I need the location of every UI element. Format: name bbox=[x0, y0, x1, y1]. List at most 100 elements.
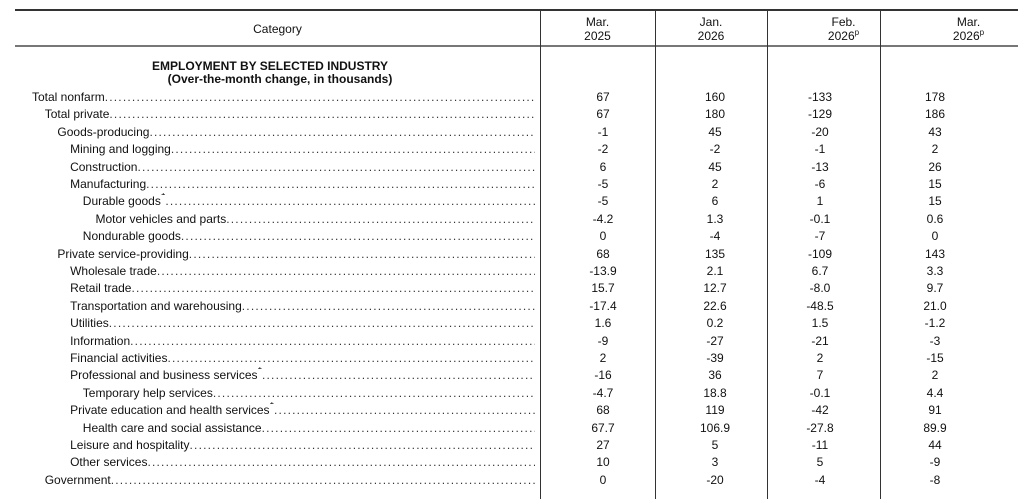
row-value: 18.8 bbox=[703, 385, 727, 400]
table-row: Government..............................… bbox=[0, 472, 1022, 489]
row-value: 45 bbox=[708, 159, 722, 174]
row-value: 2 bbox=[711, 177, 719, 191]
preliminary-marker: p bbox=[979, 27, 985, 37]
row-value: 1.6 bbox=[594, 316, 612, 331]
section-title: EMPLOYMENT BY SELECTED INDUSTRY bbox=[151, 59, 389, 73]
row-label-text: Total nonfarm bbox=[32, 90, 105, 104]
row-value: -2 bbox=[709, 142, 721, 157]
row-label-text: Professional and business services bbox=[70, 368, 258, 383]
row-value: -1 bbox=[814, 142, 826, 157]
row-value: 180 bbox=[704, 107, 726, 122]
row-value: 4.4 bbox=[926, 385, 944, 400]
row-value: -21 bbox=[811, 333, 829, 348]
row-label: Manufacturing...........................… bbox=[70, 176, 535, 193]
row-value: 67 bbox=[596, 90, 610, 104]
row-value: 89.9 bbox=[923, 420, 947, 435]
row-value: 27 bbox=[596, 438, 610, 452]
footnote-marker: 1 bbox=[270, 402, 274, 419]
row-value: -15 bbox=[926, 351, 944, 365]
row-value: 0.2 bbox=[706, 316, 724, 331]
row-value: 2.1 bbox=[706, 264, 724, 278]
row-label: Government..............................… bbox=[45, 472, 535, 489]
row-label: Wholesale trade.........................… bbox=[70, 263, 535, 280]
row-label: Motor vehicles and parts................… bbox=[96, 211, 536, 228]
row-label: Health care and social assistance.......… bbox=[83, 420, 535, 437]
row-value: 67.7 bbox=[591, 420, 615, 435]
table-row: Construction............................… bbox=[0, 159, 1022, 176]
row-value: 21.0 bbox=[923, 298, 947, 313]
row-value: 91 bbox=[928, 403, 942, 418]
row-value: -13 bbox=[811, 159, 829, 174]
row-value: 160 bbox=[704, 90, 726, 104]
row-value: -109 bbox=[807, 246, 833, 261]
header-column-3: Mar. 2026p bbox=[880, 12, 1017, 45]
header-category: Category bbox=[15, 12, 540, 45]
row-value: 6 bbox=[599, 159, 607, 174]
row-value: 2 bbox=[931, 142, 939, 157]
row-value: -39 bbox=[706, 351, 724, 365]
category-label: Category bbox=[253, 21, 302, 36]
row-value: 15.7 bbox=[591, 281, 615, 296]
leader-dots: ........................................… bbox=[189, 438, 535, 452]
row-label-text: Retail trade bbox=[70, 281, 132, 296]
row-label-text: Nondurable goods bbox=[82, 229, 181, 244]
row-value: 10 bbox=[596, 455, 610, 470]
section-subtitle: (Over-the-month change, in thousands) bbox=[167, 72, 393, 86]
row-label-text: Government bbox=[44, 472, 111, 487]
row-value: 0 bbox=[599, 472, 607, 487]
row-label: Durable goods1..........................… bbox=[83, 193, 535, 210]
row-value: 0.6 bbox=[926, 211, 944, 226]
table-row: Private education and health services1..… bbox=[0, 402, 1022, 419]
row-label-text: Total private bbox=[44, 107, 110, 122]
row-value: 2 bbox=[816, 351, 824, 365]
row-label: Nondurable goods........................… bbox=[83, 228, 535, 245]
table-row: Temporary help services.................… bbox=[0, 385, 1022, 402]
table-row: Other services..........................… bbox=[0, 454, 1022, 471]
row-label: Private service-providing...............… bbox=[57, 246, 535, 263]
row-value: 26 bbox=[928, 159, 942, 174]
row-value: 67 bbox=[596, 107, 610, 122]
table-row: Motor vehicles and parts................… bbox=[0, 211, 1022, 228]
leader-dots: ........................................… bbox=[104, 90, 535, 104]
leader-dots: ........................................… bbox=[131, 281, 535, 296]
row-label: Leisure and hospitality.................… bbox=[70, 437, 535, 454]
header-month: Mar. bbox=[585, 14, 610, 29]
row-value: -20 bbox=[706, 472, 724, 487]
row-label-text: Wholesale trade bbox=[70, 264, 157, 278]
leader-dots: ........................................… bbox=[130, 333, 535, 348]
row-label-text: Temporary help services bbox=[82, 385, 213, 400]
row-value: -4 bbox=[709, 229, 721, 244]
row-value: 106.9 bbox=[699, 420, 731, 435]
row-value: -9 bbox=[597, 333, 609, 348]
row-value: 5 bbox=[711, 438, 719, 452]
row-value: -8.0 bbox=[809, 281, 831, 296]
row-value: 135 bbox=[704, 246, 726, 261]
row-label-text: Private education and health services bbox=[70, 403, 270, 418]
table-row: Nondurable goods........................… bbox=[0, 228, 1022, 245]
header-month: Mar. bbox=[956, 14, 981, 29]
row-label-text: Leisure and hospitality bbox=[70, 438, 190, 452]
row-value: -129 bbox=[807, 107, 833, 122]
row-label: Utilities...............................… bbox=[70, 315, 535, 332]
leader-dots: ........................................… bbox=[261, 368, 535, 383]
header-month: Jan. bbox=[699, 14, 723, 29]
leader-dots: ........................................… bbox=[170, 142, 535, 157]
row-value: -2 bbox=[597, 142, 609, 157]
row-value: 15 bbox=[928, 194, 942, 209]
row-value: 9.7 bbox=[926, 281, 944, 296]
column-divider bbox=[880, 10, 881, 499]
table-row: Private service-providing...............… bbox=[0, 246, 1022, 263]
row-value: -9 bbox=[929, 455, 941, 470]
header-column-1: Jan. 2026 bbox=[655, 12, 767, 45]
row-label: Total private...........................… bbox=[45, 106, 535, 123]
row-value: 186 bbox=[924, 107, 946, 122]
header-year: 2026 bbox=[697, 28, 725, 43]
row-value: 36 bbox=[708, 368, 722, 383]
row-label: Total nonfarm...........................… bbox=[32, 89, 535, 106]
row-value: 68 bbox=[596, 403, 610, 418]
row-value: 119 bbox=[705, 403, 725, 418]
header-column-0: Mar. 2025 bbox=[540, 12, 655, 45]
table-row: Health care and social assistance.......… bbox=[0, 420, 1022, 437]
row-label: Mining and logging......................… bbox=[70, 141, 535, 158]
leader-dots: ........................................… bbox=[108, 316, 535, 331]
